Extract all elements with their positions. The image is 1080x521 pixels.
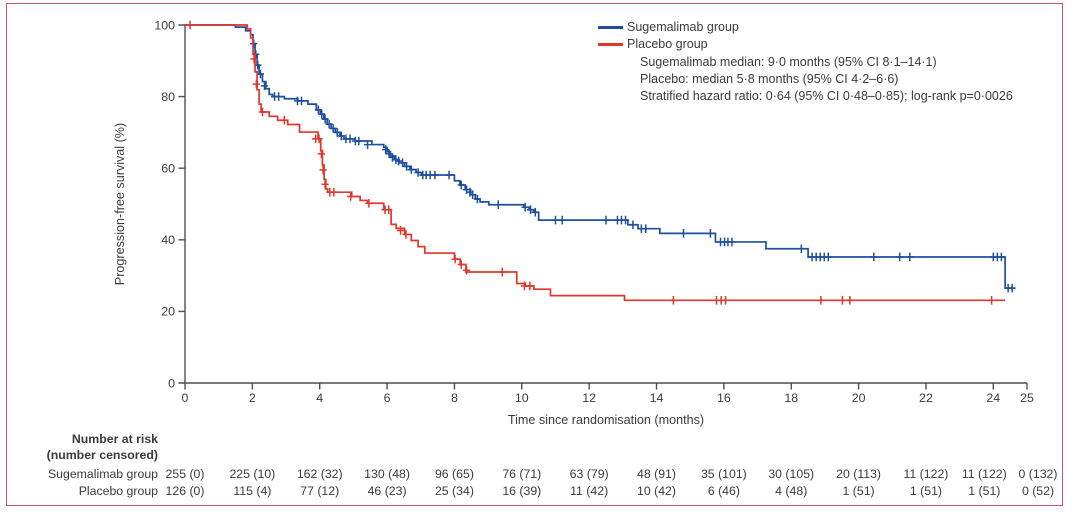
risk-value: 96 (65) — [434, 467, 474, 481]
risk-value: 11 (122) — [961, 467, 1007, 481]
annotation-sugemalimab-median: Sugemalimab median: 9·0 months (95% CI 8… — [640, 55, 937, 69]
risk-value: 0 (132) — [1018, 467, 1058, 481]
risk-value: 48 (91) — [637, 467, 676, 481]
y-axis-title: Progression-free survival (%) — [113, 123, 127, 285]
risk-value: 4 (48) — [775, 484, 808, 498]
legend-item-placebo: Placebo group — [598, 36, 708, 53]
axes — [178, 24, 1028, 390]
risk-value: 130 (48) — [364, 467, 410, 481]
annotation-placebo-median: Placebo: median 5·8 months (95% CI 4·2–6… — [640, 72, 899, 86]
x-tick-label: 24 — [986, 391, 1000, 405]
y-tick-label: 60 — [161, 162, 175, 176]
placebo-curve — [185, 24, 1006, 302]
x-tick-label: 6 — [384, 391, 391, 405]
risk-value: 1 (51) — [968, 484, 1001, 498]
risk-value: 25 (34) — [434, 484, 474, 498]
legend-label-sugemalimab: Sugemalimab group — [627, 20, 739, 34]
risk-value: 115 (4) — [233, 484, 272, 498]
x-tick-label: 8 — [451, 391, 458, 405]
risk-value: 77 (12) — [300, 484, 340, 498]
risk-value: 1 (51) — [842, 484, 875, 498]
annotation-hazard-ratio: Stratified hazard ratio: 0·64 (95% CI 0·… — [640, 89, 1013, 103]
risk-value: 0 (52) — [1021, 484, 1055, 498]
risk-value: 35 (101) — [700, 467, 747, 481]
y-tick-label: 20 — [161, 305, 175, 319]
sugemalimab-line-swatch — [598, 26, 623, 29]
risk-value: 46 (23) — [367, 484, 407, 498]
x-tick-label: 0 — [182, 391, 189, 405]
x-tick-label: 2 — [249, 391, 256, 405]
sugemalimab-censor-marks — [250, 39, 1016, 293]
x-axis-title: Time since randomisation (months) — [508, 413, 704, 427]
risk-row-label-placebo: Placebo group — [78, 484, 158, 498]
risk-value: 1 (51) — [909, 484, 943, 498]
risk-value: 225 (10) — [229, 467, 276, 481]
y-tick-label: 0 — [168, 376, 175, 390]
risk-value: 11 (42) — [570, 484, 609, 498]
x-tick-label: 4 — [316, 391, 323, 405]
x-tick-label: 10 — [515, 391, 529, 405]
risk-value: 16 (39) — [502, 484, 542, 498]
risk-value: 162 (32) — [296, 467, 343, 481]
risk-value: 126 (0) — [165, 484, 205, 498]
survival-curves — [185, 20, 1016, 305]
x-tick-label: 14 — [650, 391, 664, 405]
placebo-line-swatch — [598, 43, 623, 46]
x-tick-label: 18 — [784, 391, 798, 405]
x-tick-label: 16 — [717, 391, 731, 405]
risk-value: 6 (46) — [707, 484, 740, 498]
risk-value: 255 (0) — [165, 467, 205, 481]
x-tick-label: 12 — [582, 391, 596, 405]
legend-label-placebo: Placebo group — [627, 37, 708, 51]
risk-value: 63 (79) — [569, 467, 609, 481]
y-tick-label: 80 — [161, 90, 175, 104]
risk-value: 20 (113) — [836, 467, 882, 481]
risk-value: 11 (122) — [903, 467, 949, 481]
figure-border — [6, 3, 1063, 506]
risk-table-subtitle: (number censored) — [46, 448, 158, 462]
risk-value: 10 (42) — [637, 484, 676, 498]
placebo-censor-marks — [186, 20, 996, 305]
x-tick-label: 25 — [1020, 391, 1034, 405]
axis-lines — [178, 24, 1028, 390]
risk-row-label-sugemalimab: Sugemalimab group — [47, 467, 158, 481]
risk-value: 30 (105) — [768, 467, 815, 481]
risk-value: 76 (71) — [502, 467, 542, 481]
x-tick-label: 22 — [919, 391, 933, 405]
y-tick-label: 100 — [154, 18, 175, 32]
risk-table-title: Number at risk — [71, 432, 158, 446]
y-tick-label: 40 — [161, 233, 175, 247]
x-tick-label: 20 — [852, 391, 866, 405]
legend-item-sugemalimab: Sugemalimab group — [598, 19, 739, 36]
